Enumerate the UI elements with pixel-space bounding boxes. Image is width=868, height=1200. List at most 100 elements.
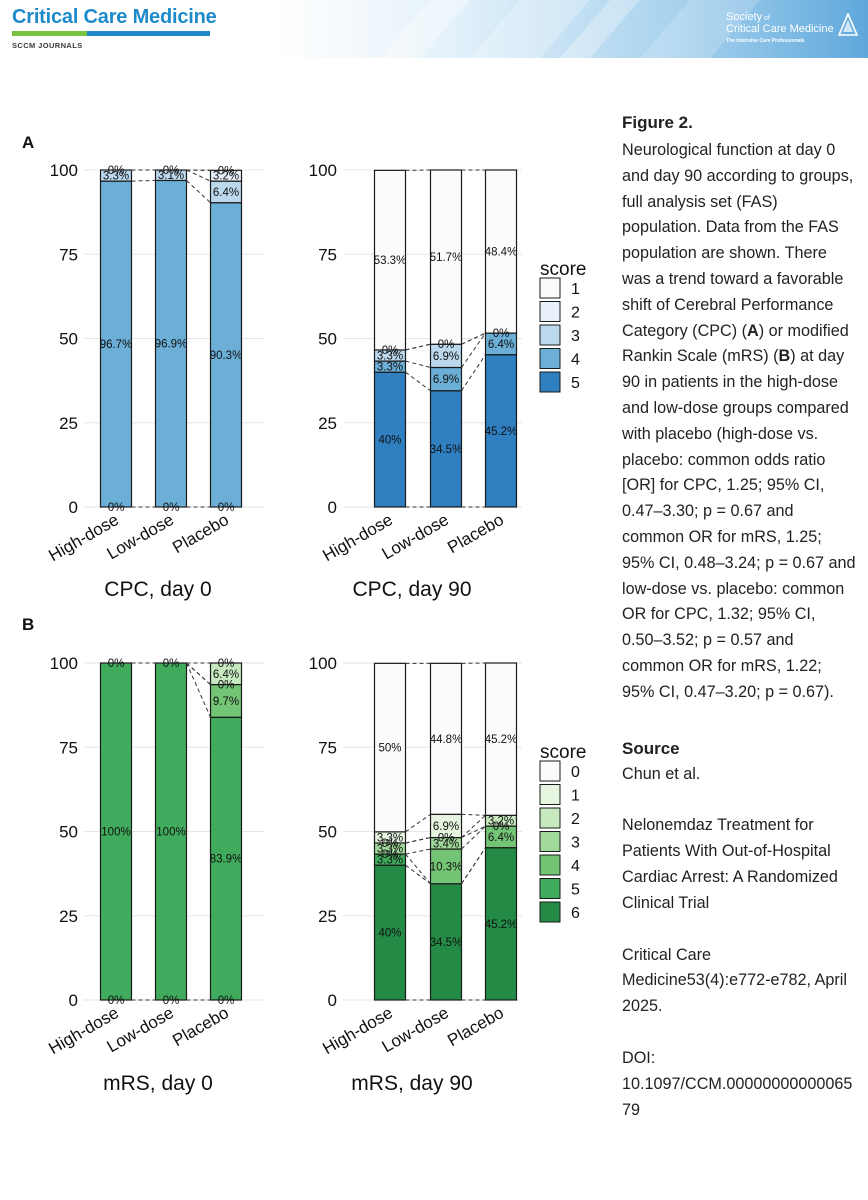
data-label: 0% — [382, 849, 399, 861]
data-label: 0% — [493, 328, 510, 340]
legend-swatch — [539, 324, 561, 346]
legend-swatch — [539, 901, 561, 923]
bar-segment — [484, 354, 518, 508]
legend-swatch — [539, 277, 561, 299]
data-label: 3.2% — [488, 816, 514, 828]
y-tick-label: 50 — [318, 823, 337, 842]
data-label: 0% — [438, 339, 455, 351]
bar-segment — [373, 169, 407, 351]
legend-swatch — [539, 831, 561, 852]
society-logo-block[interactable]: Society of Critical Care Medicine The In… — [726, 11, 858, 51]
data-label: 6.4% — [488, 832, 514, 844]
source-title: Source — [622, 738, 680, 758]
legend-swatch — [539, 348, 561, 369]
connector-line — [405, 343, 431, 351]
data-label: 0% — [438, 833, 455, 845]
data-label: 40% — [378, 928, 401, 940]
header-decoration — [380, 0, 760, 58]
bar-segment — [429, 662, 463, 815]
data-label: 100% — [101, 827, 130, 839]
data-label: 6.9% — [433, 821, 459, 833]
legend-label: 3 — [571, 835, 580, 852]
y-tick-label: 100 — [309, 161, 337, 180]
legend-swatch — [539, 760, 561, 782]
data-label: 51.7% — [430, 252, 463, 264]
legend-label: 2 — [571, 811, 580, 828]
data-label: 0% — [163, 995, 180, 1007]
data-label: 90.3% — [210, 350, 243, 362]
doi-label: DOI: — [622, 1048, 656, 1067]
y-tick-label: 75 — [59, 738, 78, 757]
caption-title: Figure 2. — [622, 113, 693, 132]
legend-label: 4 — [571, 858, 580, 875]
data-label: 0% — [218, 165, 235, 177]
bar-segment — [373, 371, 407, 508]
article-title[interactable]: Nelonemdaz Treatment for Patients With O… — [622, 816, 838, 912]
connector-line — [461, 825, 486, 850]
chart-title: CPC, day 90 — [352, 578, 471, 601]
bar-segment — [209, 202, 243, 508]
data-label: 48.4% — [485, 247, 518, 259]
data-label: 53.3% — [374, 255, 407, 267]
connector-line — [405, 848, 431, 855]
data-label: 45.2% — [485, 919, 518, 931]
journal-subtitle: SCCM JOURNALS — [12, 41, 83, 50]
bar-segment — [99, 169, 133, 182]
society-mountain-icon — [838, 13, 858, 36]
doi-link[interactable]: 10.1097/CCM.0000000000006579 — [622, 1074, 853, 1119]
panel-label-b: B — [22, 615, 34, 634]
data-label: 3.3% — [377, 844, 403, 856]
data-label: 0% — [493, 821, 510, 833]
legend-swatch — [539, 784, 561, 805]
legend-label: 2 — [571, 305, 580, 322]
journal-title[interactable]: Critical Care Medicine — [12, 6, 217, 28]
data-label: 40% — [378, 435, 401, 447]
data-label: 0% — [382, 345, 399, 357]
bar-segment — [484, 662, 518, 816]
data-label: 83.9% — [210, 854, 243, 866]
chart-title: mRS, day 90 — [351, 1072, 472, 1095]
legend-title: score — [540, 742, 586, 763]
legend-label: 5 — [571, 882, 580, 899]
y-tick-label: 50 — [59, 330, 78, 349]
y-tick-label: 100 — [309, 654, 337, 673]
legend-swatch — [539, 807, 561, 829]
data-label: 6.4% — [488, 339, 514, 351]
data-label: 45.2% — [485, 734, 518, 746]
connector-line — [461, 332, 486, 345]
y-tick-label: 25 — [318, 907, 337, 926]
data-label: 6.9% — [433, 351, 459, 363]
bar-segment — [154, 169, 188, 182]
society-tagline: The Intensive Care Professionals — [726, 38, 805, 44]
panel-label-a: A — [22, 133, 34, 152]
y-tick-label: 100 — [50, 161, 78, 180]
connector-line — [186, 662, 211, 685]
x-tick-label: Placebo — [444, 510, 507, 557]
x-tick-label: Placebo — [169, 510, 232, 557]
connector-line — [461, 825, 486, 839]
data-label: 0% — [108, 165, 125, 177]
data-label: 6.4% — [213, 187, 239, 199]
data-label: 9.7% — [213, 696, 239, 708]
connector-line — [461, 354, 486, 392]
data-label: 0% — [218, 680, 235, 692]
data-label: 0% — [163, 502, 180, 514]
bar-segment — [429, 883, 463, 1001]
legend-label: 1 — [571, 788, 580, 805]
y-tick-label: 50 — [318, 330, 337, 349]
data-label: 3.3% — [103, 171, 129, 183]
y-tick-label: 75 — [318, 738, 337, 757]
legend-title: score — [540, 259, 586, 280]
legend-label: 6 — [571, 905, 580, 922]
bar-segment — [373, 662, 407, 833]
bar-segment — [154, 662, 188, 1001]
legend-label: 4 — [571, 352, 580, 369]
data-label: 0% — [218, 502, 235, 514]
data-label: 0% — [163, 165, 180, 177]
bar-segment — [209, 169, 243, 182]
bar-segment — [209, 683, 243, 718]
y-tick-label: 75 — [318, 245, 337, 264]
connector-line — [405, 837, 431, 844]
data-label: 50% — [378, 743, 401, 755]
connector-line — [461, 847, 486, 885]
